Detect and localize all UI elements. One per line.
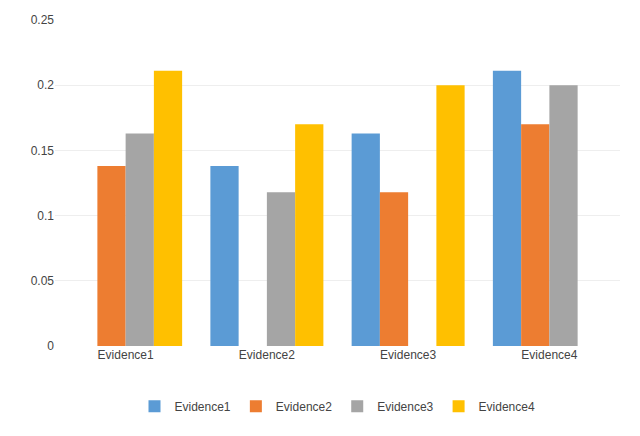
svg-text:Evidence2: Evidence2 [276, 400, 332, 414]
svg-text:0.15: 0.15 [31, 144, 55, 158]
svg-text:0: 0 [47, 339, 54, 353]
svg-text:Evidence2: Evidence2 [239, 348, 295, 362]
svg-text:Evidence3: Evidence3 [380, 348, 436, 362]
svg-text:0.2: 0.2 [37, 78, 54, 92]
svg-text:Evidence1: Evidence1 [98, 348, 154, 362]
svg-text:0.1: 0.1 [37, 209, 54, 223]
svg-text:Evidence3: Evidence3 [377, 400, 433, 414]
svg-text:Evidence1: Evidence1 [175, 400, 231, 414]
svg-text:Evidence4: Evidence4 [521, 348, 577, 362]
svg-text:Evidence4: Evidence4 [479, 400, 535, 414]
svg-text:0.05: 0.05 [31, 274, 55, 288]
svg-text:0.25: 0.25 [31, 13, 55, 27]
